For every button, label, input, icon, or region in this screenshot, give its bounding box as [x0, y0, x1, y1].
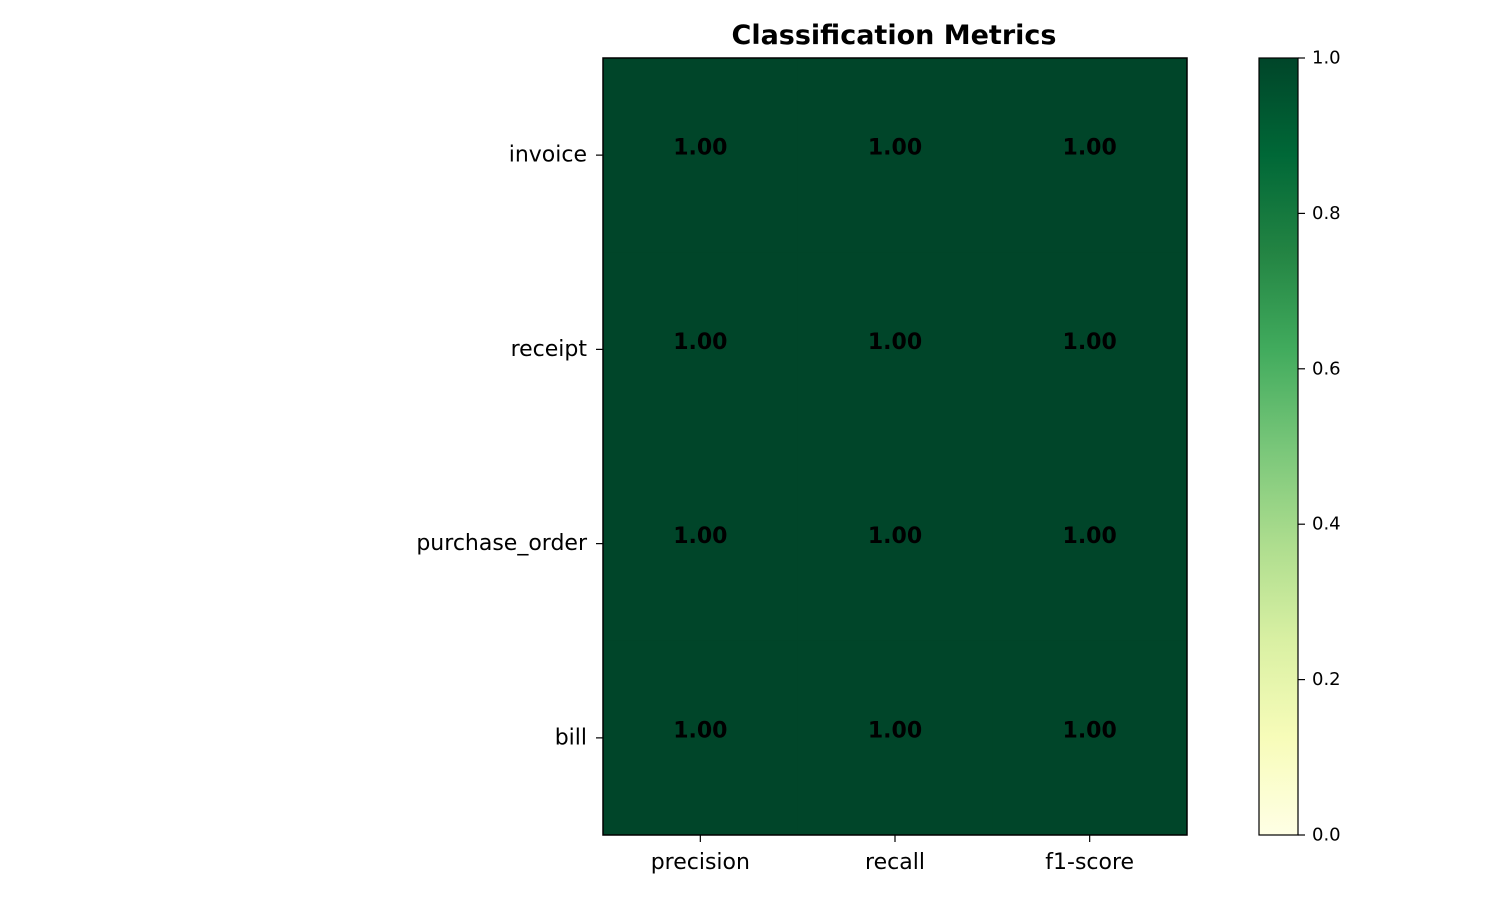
heatmap-cell: [797, 640, 993, 836]
cell-value-label: 1.00: [868, 718, 922, 743]
colorbar-gradient: [1258, 57, 1299, 836]
cell-value-label: 1.00: [673, 330, 727, 355]
cell-value-label: 1.00: [673, 524, 727, 549]
cell-value-label: 1.00: [868, 136, 922, 161]
heatmap-cell: [992, 58, 1188, 253]
heatmap-cell: [603, 252, 799, 447]
heatmap-cell: [992, 640, 1188, 836]
heatmap-cell: [797, 252, 993, 447]
colorbar-tick-label: 0.2: [1312, 669, 1341, 690]
heatmap-cell: [603, 640, 799, 836]
y-tick-label: purchase_order: [416, 531, 588, 556]
heatmap-cell: [797, 446, 993, 642]
colorbar: 0.0 0.2 0.4 0.6 0.8 1.0: [1258, 48, 1341, 846]
y-tick-label: invoice: [509, 143, 587, 168]
x-tick-label: precision: [651, 850, 750, 875]
cell-value-label: 1.00: [1063, 330, 1117, 355]
colorbar-tick-label: 0.0: [1312, 825, 1341, 846]
heatmap-cell: [603, 446, 799, 642]
cell-value-label: 1.00: [673, 136, 727, 161]
x-axis: precision recall f1-score: [651, 835, 1134, 875]
chart-title: Classification Metrics: [732, 20, 1057, 51]
colorbar-tick-label: 0.4: [1312, 514, 1341, 535]
cell-value-label: 1.00: [673, 718, 727, 743]
cell-value-label: 1.00: [1063, 136, 1117, 161]
cell-value-label: 1.00: [868, 524, 922, 549]
plot-frame: [602, 57, 1188, 836]
heatmap-cell: [992, 252, 1188, 447]
cell-value-label: 1.00: [1063, 524, 1117, 549]
cell-value-label: 1.00: [868, 330, 922, 355]
y-tick-label: receipt: [511, 337, 588, 362]
colorbar-tick-label: 0.8: [1312, 203, 1341, 224]
heatmap-cell: [603, 58, 799, 253]
x-tick-label: f1-score: [1045, 850, 1134, 875]
colorbar-tick-label: 0.6: [1312, 358, 1341, 379]
x-tick-label: recall: [865, 850, 925, 875]
y-tick-label: bill: [555, 725, 587, 750]
heatmap-cell: [797, 58, 993, 253]
colorbar-tick-label: 1.0: [1312, 48, 1341, 69]
heatmap-cells: 1.00 1.00 1.00 1.00 1.00 1.00 1.00 1.00 1.00 1.00…: [603, 58, 1188, 836]
heatmap-cell: [992, 446, 1188, 642]
cell-value-label: 1.00: [1063, 718, 1117, 743]
